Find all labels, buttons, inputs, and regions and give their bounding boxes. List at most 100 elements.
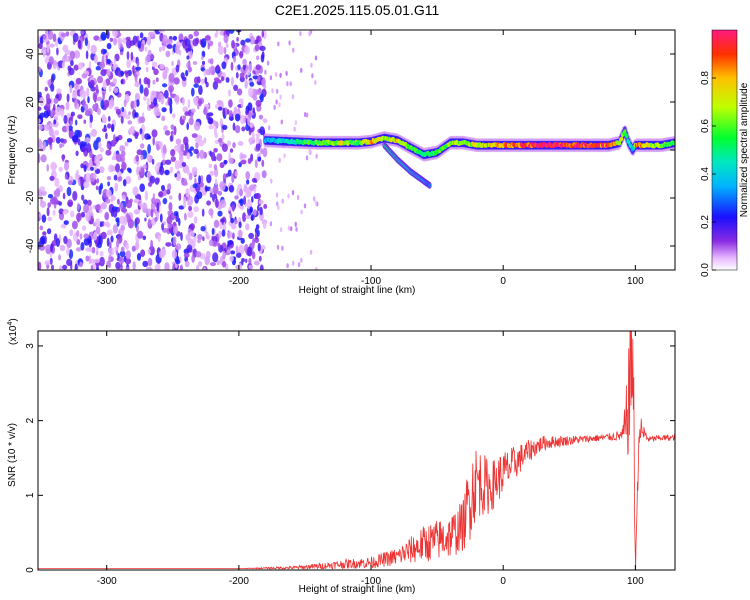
noise-speckle [208,239,214,247]
snr-x-tick-label: -100 [361,576,381,587]
svg-text:(x104): (x104) [7,318,19,345]
noise-speckle [236,187,239,198]
noise-speckle [139,84,144,94]
noise-speckle [181,76,187,82]
noise-speckle [65,31,70,37]
noise-speckle [196,191,203,200]
noise-speckle [42,34,47,40]
noise-speckle [74,263,78,270]
noise-speckle [269,75,273,81]
spectrogram-y-ticks: -40 -20 0 20 40 [25,48,675,253]
noise-speckle [52,209,56,216]
noise-speckle [120,70,125,77]
noise-speckle [127,120,133,125]
noise-speckle [239,198,244,207]
noise-speckle [60,224,66,229]
noise-speckle [187,210,194,218]
noise-speckle [106,143,111,149]
noise-speckle [68,249,74,260]
noise-speckle [230,61,234,71]
noise-speckle [236,252,242,258]
noise-speckle [277,205,280,211]
noise-speckle [111,156,116,161]
noise-speckle [89,79,95,88]
noise-speckle [144,217,147,222]
noise-speckle [128,111,131,116]
noise-speckle [227,109,230,115]
noise-speckle [258,255,262,262]
noise-speckle [110,197,114,203]
noise-speckle [38,244,46,251]
noise-speckle [85,255,90,262]
noise-speckle [134,132,139,140]
noise-speckle [220,76,225,82]
noise-speckle [140,249,146,257]
noise-speckle [133,99,137,109]
noise-speckle [97,242,102,249]
noise-speckle [162,144,167,154]
noise-speckle [234,219,238,224]
noise-speckle [114,53,120,62]
noise-speckle [47,216,53,222]
noise-speckle [108,254,111,264]
noise-speckle [150,54,155,60]
noise-speckle [184,212,187,221]
noise-speckle [170,149,176,157]
noise-speckle [223,159,228,165]
noise-speckle [210,151,216,162]
noise-speckle [255,142,261,151]
noise-speckle [189,223,195,231]
noise-speckle [116,219,120,227]
noise-speckle [255,99,262,107]
noise-speckle [66,124,69,133]
noise-speckle [77,39,82,50]
noise-speckle [193,216,198,224]
noise-speckle [182,115,187,121]
noise-speckle [186,55,190,60]
noise-speckle [117,198,120,205]
noise-speckle [101,202,107,210]
ridge-core [617,141,622,146]
noise-speckle [108,247,115,256]
noise-speckle [167,183,172,191]
noise-speckle [162,34,168,45]
noise-speckle [119,145,126,152]
noise-speckle [147,49,152,57]
noise-speckle [182,106,189,113]
noise-speckle [95,65,102,71]
noise-speckle [158,46,162,53]
noise-speckle [150,239,154,250]
noise-speckle [225,173,229,178]
noise-speckle [219,162,225,169]
noise-speckle [214,132,219,139]
noise-speckle [123,216,128,226]
noise-speckle [152,192,156,203]
noise-speckle [222,107,226,118]
noise-speckle [185,69,189,77]
noise-speckle [54,130,60,136]
noise-speckle [175,243,182,251]
spectrogram-marks [38,30,675,270]
noise-speckle [136,149,143,156]
noise-speckle [167,210,172,216]
noise-speckle [172,236,177,246]
noise-speckle [101,221,105,227]
colorbar: 0.0 0.2 0.4 0.6 0.8 Normalized spectral ampl… [700,29,750,277]
branch-core [428,183,432,188]
noise-speckle [145,55,151,62]
noise-speckle [146,266,153,270]
noise-speckle [123,70,130,75]
noise-speckle [119,250,126,258]
noise-speckle [97,107,101,115]
noise-speckle [110,235,114,243]
noise-speckle [158,30,165,33]
noise-speckle [125,36,131,41]
noise-speckle [245,258,248,263]
noise-speckle [46,207,50,217]
noise-speckle [70,111,75,117]
noise-speckle [74,82,78,90]
noise-speckle [154,177,160,185]
noise-speckle [169,195,173,200]
noise-speckle [130,51,134,61]
